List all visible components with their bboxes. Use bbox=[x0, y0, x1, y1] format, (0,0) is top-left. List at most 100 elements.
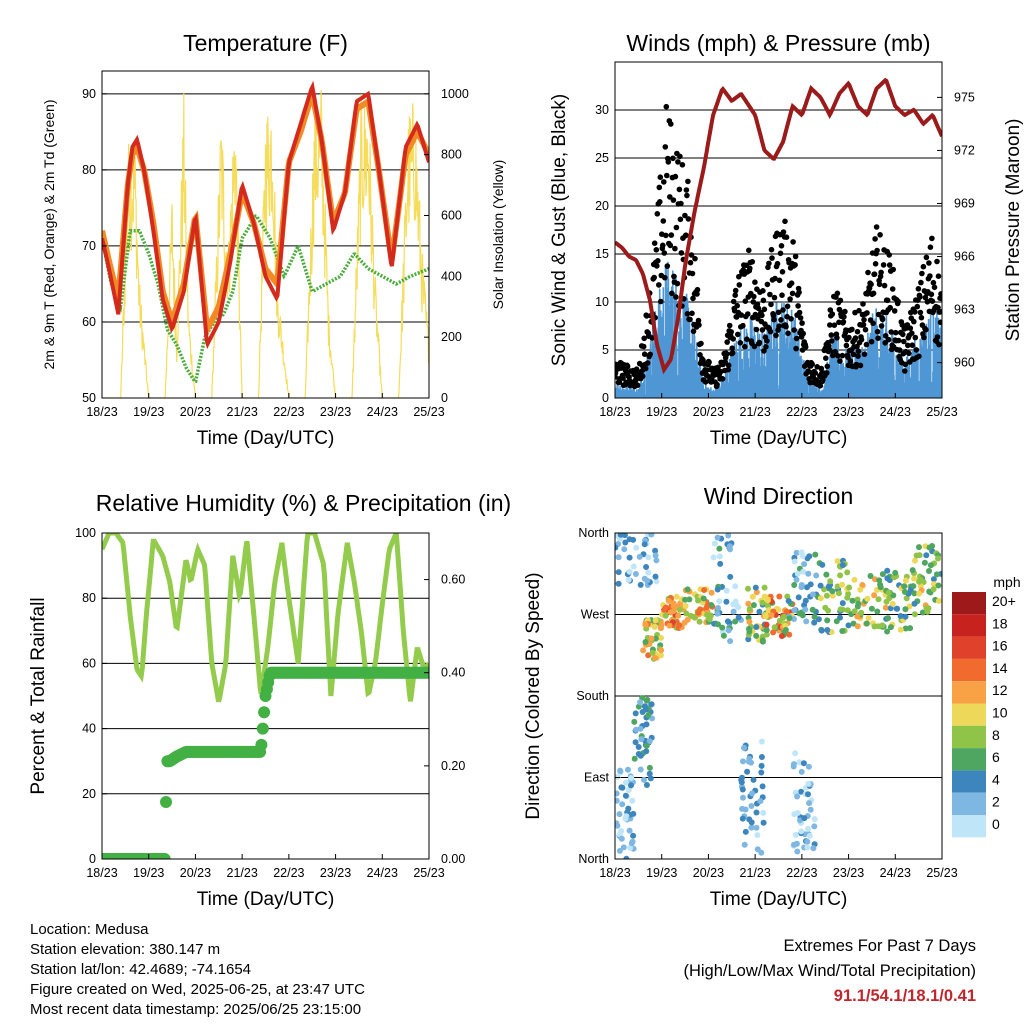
gust-point bbox=[884, 297, 891, 304]
direction-point bbox=[854, 623, 861, 630]
direction-point bbox=[719, 624, 726, 631]
gust-point bbox=[877, 273, 884, 280]
gust-point bbox=[870, 320, 876, 327]
direction-point bbox=[631, 718, 638, 725]
gust-point bbox=[858, 336, 865, 343]
direction-point bbox=[821, 586, 828, 593]
gust-point bbox=[872, 236, 878, 242]
direction-point bbox=[803, 618, 810, 625]
pressure-series bbox=[615, 77, 942, 375]
gust-point bbox=[678, 250, 685, 256]
legend-label: 8 bbox=[992, 727, 1000, 743]
gust-point bbox=[791, 327, 797, 333]
direction-point bbox=[802, 606, 809, 613]
gust-point bbox=[677, 216, 684, 223]
direction-point bbox=[823, 592, 830, 599]
gust-point bbox=[936, 341, 942, 348]
x-tick-label: 19/23 bbox=[646, 866, 677, 880]
direction-point bbox=[885, 615, 891, 622]
direction-point bbox=[732, 618, 739, 625]
direction-point bbox=[633, 544, 640, 551]
direction-point bbox=[744, 768, 751, 775]
gust-point bbox=[656, 184, 663, 191]
direction-point bbox=[850, 620, 857, 627]
direction-point bbox=[801, 561, 808, 568]
direction-point bbox=[817, 582, 824, 589]
direction-point bbox=[791, 841, 797, 848]
direction-point bbox=[746, 625, 752, 632]
x-tick-label: 24/23 bbox=[367, 866, 398, 880]
direction-point bbox=[824, 627, 831, 633]
direction-point bbox=[784, 593, 791, 600]
y-axis-label: Direction (Colored By Speed) bbox=[523, 572, 544, 819]
direction-point bbox=[652, 547, 659, 554]
direction-point bbox=[615, 797, 620, 804]
direction-point bbox=[735, 604, 742, 611]
gust-point bbox=[728, 329, 734, 335]
gust-point bbox=[873, 224, 880, 230]
direction-point bbox=[746, 618, 753, 625]
y2-tick-label: 975 bbox=[954, 90, 975, 104]
direction-point bbox=[644, 577, 651, 584]
direction-point bbox=[818, 627, 825, 634]
x-tick-label: 25/23 bbox=[413, 866, 444, 880]
gust-point bbox=[667, 194, 673, 200]
direction-point bbox=[935, 597, 942, 604]
gust-point bbox=[935, 273, 942, 280]
gust-point bbox=[868, 281, 874, 288]
direction-point bbox=[658, 647, 665, 654]
direction-point bbox=[863, 620, 870, 627]
direction-point bbox=[641, 776, 647, 783]
direction-point bbox=[794, 570, 801, 577]
direction-point bbox=[622, 792, 629, 799]
direction-point bbox=[645, 712, 652, 719]
direction-point bbox=[628, 782, 634, 789]
direction-point bbox=[741, 744, 747, 751]
plot-frame bbox=[614, 61, 943, 399]
gust-point bbox=[687, 259, 694, 266]
gust-point bbox=[655, 258, 661, 264]
direction-point bbox=[845, 622, 852, 629]
gust-point bbox=[857, 362, 864, 369]
direction-point bbox=[837, 606, 844, 613]
x-tick-label: 23/23 bbox=[833, 405, 864, 419]
direction-point bbox=[637, 766, 644, 773]
direction-point bbox=[630, 810, 637, 817]
legend-swatch bbox=[952, 792, 986, 815]
direction-point bbox=[791, 558, 798, 565]
direction-point bbox=[839, 628, 846, 634]
direction-point bbox=[894, 605, 901, 612]
direction-point bbox=[670, 600, 677, 607]
direction-point bbox=[846, 584, 853, 591]
direction-point bbox=[643, 748, 650, 755]
gust-point bbox=[668, 232, 675, 238]
direction-point bbox=[912, 557, 918, 564]
x-tick-label: 23/23 bbox=[320, 866, 351, 880]
gust-point bbox=[835, 353, 841, 359]
direction-point bbox=[892, 569, 899, 576]
direction-point bbox=[791, 607, 798, 614]
direction-point bbox=[675, 612, 682, 619]
direction-point bbox=[855, 600, 862, 607]
x-tick-label: 22/23 bbox=[786, 405, 817, 419]
direction-point bbox=[791, 811, 798, 818]
gust-point bbox=[683, 187, 690, 193]
direction-point bbox=[795, 594, 802, 601]
gust-point bbox=[719, 376, 726, 382]
direction-point bbox=[859, 582, 866, 588]
legend-swatch bbox=[952, 592, 986, 615]
direction-point bbox=[618, 828, 625, 834]
x-tick-label: 18/23 bbox=[86, 405, 117, 419]
gust-point bbox=[683, 232, 689, 238]
direction-point bbox=[778, 633, 785, 639]
gust-point bbox=[647, 351, 653, 358]
gust-point bbox=[809, 361, 815, 368]
direction-point bbox=[640, 647, 647, 654]
direction-point bbox=[798, 584, 805, 591]
direction-point bbox=[801, 815, 808, 822]
gust-point bbox=[796, 309, 803, 316]
legend-swatch bbox=[952, 636, 986, 659]
direction-point bbox=[710, 554, 717, 561]
gust-point bbox=[797, 315, 804, 321]
